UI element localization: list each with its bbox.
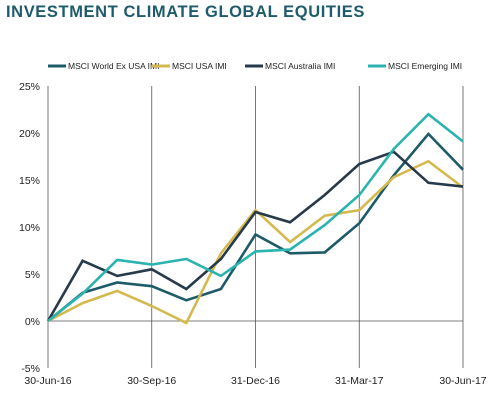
legend-label: MSCI Australia IMI — [265, 61, 335, 71]
x-tick-label: 31-Dec-16 — [231, 375, 280, 387]
y-tick-label: 15% — [19, 175, 40, 187]
x-tick-label: 30-Jun-17 — [439, 375, 486, 387]
series-line — [47, 159, 464, 325]
x-tick-label: 30-Sep-16 — [127, 375, 176, 387]
legend-label: MSCI World Ex USA IMI — [68, 61, 159, 71]
y-tick-label: 10% — [19, 222, 40, 234]
legend: MSCI World Ex USA IMI MSCI USA IMI MSCI Au… — [48, 61, 462, 71]
grid — [47, 86, 464, 368]
y-tick-label: 5% — [25, 269, 40, 281]
x-tick-label: 30-Jun-16 — [24, 375, 71, 387]
legend-label: MSCI USA IMI — [172, 61, 227, 71]
x-tick-label: 31-Mar-17 — [335, 375, 384, 387]
series-line — [46, 150, 464, 322]
series-line — [47, 131, 464, 323]
y-tick-label: 0% — [25, 316, 40, 328]
y-tick-label: 25% — [19, 81, 40, 93]
y-tick-label: 20% — [19, 128, 40, 140]
series-lines — [46, 112, 464, 325]
axes: 30-Jun-16 30-Sep-16 31-Dec-16 31-Mar-17 30-J… — [19, 81, 487, 387]
series-line — [47, 112, 464, 323]
chart-title: INVESTMENT CLIMATE GLOBAL EQUITIES — [6, 3, 365, 21]
y-tick-label: -5% — [21, 363, 40, 375]
legend-label: MSCI Emerging IMI — [388, 61, 462, 71]
